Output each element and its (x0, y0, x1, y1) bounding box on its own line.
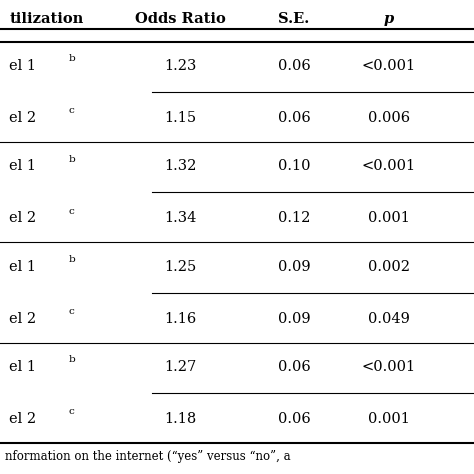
Text: c: c (69, 307, 74, 316)
Text: p: p (383, 12, 394, 26)
Text: el 1: el 1 (9, 360, 36, 374)
Text: <0.001: <0.001 (362, 360, 416, 374)
Text: 0.001: 0.001 (368, 412, 410, 426)
Text: 0.002: 0.002 (368, 260, 410, 273)
Text: el 1: el 1 (9, 159, 36, 173)
Text: 1.15: 1.15 (164, 111, 196, 125)
Text: el 2: el 2 (9, 111, 36, 125)
Text: 1.34: 1.34 (164, 211, 196, 225)
Text: b: b (69, 356, 75, 365)
Text: c: c (69, 106, 74, 115)
Text: el 2: el 2 (9, 211, 36, 225)
Text: el 1: el 1 (9, 59, 36, 73)
Text: Odds Ratio: Odds Ratio (135, 12, 226, 26)
Text: nformation on the internet (“yes” versus “no”, a: nformation on the internet (“yes” versus… (5, 450, 291, 463)
Text: el 2: el 2 (9, 412, 36, 426)
Text: c: c (69, 207, 74, 216)
Text: 1.25: 1.25 (164, 260, 196, 273)
Text: 0.09: 0.09 (278, 312, 310, 326)
Text: S.E.: S.E. (278, 12, 310, 26)
Text: el 2: el 2 (9, 312, 36, 326)
Text: <0.001: <0.001 (362, 59, 416, 73)
Text: 0.049: 0.049 (368, 312, 410, 326)
Text: 0.06: 0.06 (277, 59, 310, 73)
Text: 1.16: 1.16 (164, 312, 196, 326)
Text: 0.06: 0.06 (277, 111, 310, 125)
Text: b: b (69, 155, 75, 164)
Text: 0.006: 0.006 (368, 111, 410, 125)
Text: b: b (69, 54, 75, 63)
Text: tilization: tilization (9, 12, 84, 26)
Text: 0.10: 0.10 (278, 159, 310, 173)
Text: 0.06: 0.06 (277, 412, 310, 426)
Text: 1.23: 1.23 (164, 59, 196, 73)
Text: 0.06: 0.06 (277, 360, 310, 374)
Text: <0.001: <0.001 (362, 159, 416, 173)
Text: b: b (69, 255, 75, 264)
Text: 1.32: 1.32 (164, 159, 196, 173)
Text: c: c (69, 408, 74, 417)
Text: 0.09: 0.09 (278, 260, 310, 273)
Text: 0.12: 0.12 (278, 211, 310, 225)
Text: 0.001: 0.001 (368, 211, 410, 225)
Text: 1.18: 1.18 (164, 412, 196, 426)
Text: 1.27: 1.27 (164, 360, 196, 374)
Text: el 1: el 1 (9, 260, 36, 273)
